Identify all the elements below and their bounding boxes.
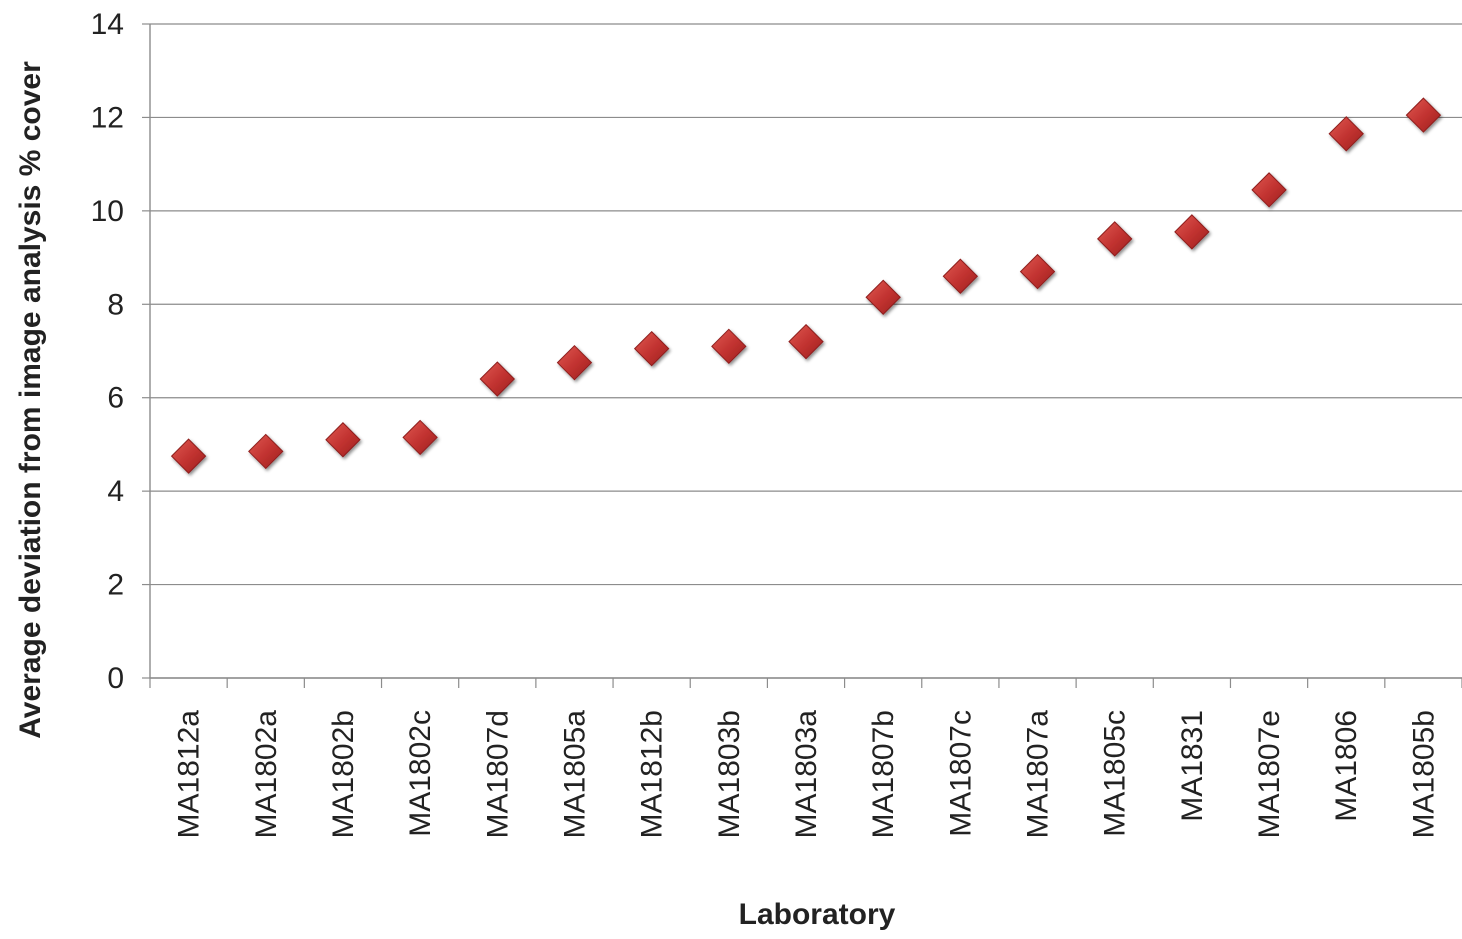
data-point-MA1807e <box>1251 172 1287 208</box>
x-category-label: MA1805b <box>1407 710 1440 838</box>
x-category-label: MA1805c <box>1099 710 1132 837</box>
x-category-label: MA1807d <box>481 710 514 838</box>
data-point-MA1807b <box>865 279 901 315</box>
grid-lines <box>142 23 1462 679</box>
data-point-MA1802b <box>325 422 361 458</box>
y-tick-label: 12 <box>91 101 124 134</box>
data-point-MA1802a <box>248 433 284 470</box>
x-category-label: MA1807c <box>944 710 977 837</box>
x-category-label: MA1803a <box>790 710 823 839</box>
x-category-label: MA1812b <box>636 710 669 838</box>
x-category-label: MA1802c <box>404 710 437 837</box>
y-tick-label: 0 <box>107 662 124 695</box>
data-point-MA1807d <box>479 361 516 397</box>
data-point-MA1807a <box>1019 253 1056 290</box>
data-point-MA1805b <box>1405 97 1442 133</box>
y-tick-label: 4 <box>107 475 124 508</box>
y-tick-label: 2 <box>107 569 124 602</box>
data-point-MA1802c <box>402 419 438 456</box>
x-axis-title: Laboratory <box>739 898 896 931</box>
y-tick-label: 10 <box>91 195 124 228</box>
data-point-MA1807c <box>942 258 979 294</box>
data-point-MA1803a <box>788 323 824 360</box>
data-point-MA1806 <box>1328 116 1364 152</box>
x-category-label: MA1806 <box>1330 710 1363 822</box>
x-category-label: MA1831 <box>1176 710 1209 822</box>
data-point-MA1805c <box>1096 221 1133 257</box>
y-tick-label: 6 <box>107 382 124 415</box>
y-tick-label: 8 <box>107 288 124 321</box>
data-point-MA1812b <box>633 330 670 367</box>
x-category-label: MA1807e <box>1253 710 1286 838</box>
y-tick-labels: 0 2 4 6 8 10 12 14 <box>91 8 124 695</box>
x-category-label: MA1802a <box>250 710 283 839</box>
data-point-MA1831 <box>1174 214 1210 250</box>
data-point-MA1812a <box>170 438 207 474</box>
x-category-label: MA1805a <box>558 710 591 839</box>
x-category-label: MA1807b <box>867 710 900 838</box>
x-category-label: MA1802b <box>327 710 360 838</box>
y-tick-label: 14 <box>91 8 124 41</box>
data-point-MA1805a <box>556 344 593 381</box>
x-category-label: MA1812a <box>173 710 206 839</box>
y-axis-title: Average deviation from image analysis % … <box>14 61 47 739</box>
x-category-label: MA1807a <box>1022 710 1055 839</box>
axes <box>149 24 1462 688</box>
data-point-MA1803b <box>711 328 747 365</box>
x-category-label: MA1803b <box>713 710 746 838</box>
data-points <box>170 97 1442 474</box>
x-category-labels: MA1812a MA1802a MA1802b MA1802c MA1807d MA180… <box>173 710 1441 839</box>
